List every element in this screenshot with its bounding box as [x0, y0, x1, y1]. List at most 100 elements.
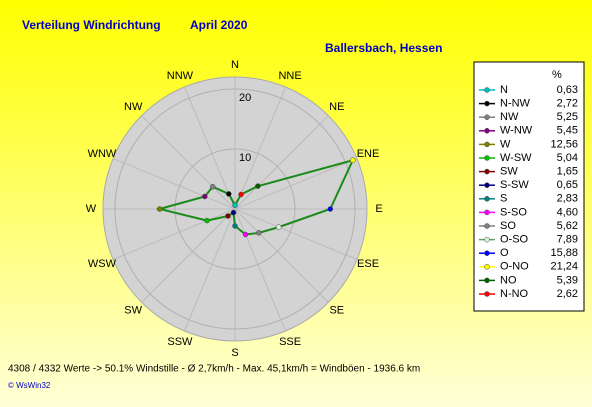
legend-label: N [500, 84, 508, 96]
legend-marker [484, 250, 490, 256]
direction-label: SE [329, 305, 344, 317]
radar-point [242, 231, 249, 238]
spoke [234, 86, 286, 210]
direction-label: ESE [357, 258, 379, 270]
radar-point [226, 191, 232, 197]
legend-value: 5,04 [557, 152, 578, 164]
spoke [234, 208, 358, 260]
direction-label: ENE [357, 148, 380, 160]
radar-point [349, 157, 356, 163]
legend-marker [484, 100, 490, 107]
legend-marker [484, 223, 490, 229]
legend-marker [484, 196, 490, 202]
legend-label: O-NO [500, 261, 529, 273]
legend-value: 21,24 [550, 261, 578, 273]
radar-point [204, 217, 210, 224]
radar-point [255, 183, 261, 189]
legend-label: SW [500, 166, 518, 178]
chart-title: Verteilung Windrichtung [22, 18, 161, 32]
legend-label: O-SO [500, 234, 529, 246]
radar-point [225, 213, 231, 219]
grid-circle [114, 88, 356, 330]
legend-value: 2,72 [557, 98, 578, 110]
spoke [141, 208, 236, 303]
copyright: © WsWin32 [8, 381, 51, 390]
legend-label: W-SW [500, 152, 532, 164]
direction-label: W [86, 203, 97, 215]
legend-value: 5,62 [557, 220, 578, 232]
chart-subtitle: Ballersbach, Hessen [325, 41, 442, 55]
legend-value: 0,63 [557, 84, 578, 96]
spoke [234, 158, 358, 210]
legend-marker [484, 277, 490, 284]
legend-marker [484, 291, 490, 297]
legend-marker [484, 128, 490, 134]
spoke [234, 208, 286, 332]
legend-label: W [500, 138, 511, 150]
radar-point [238, 191, 244, 198]
direction-label: NNE [278, 70, 301, 82]
direction-label: WNW [88, 148, 117, 160]
legend-marker [484, 209, 490, 216]
direction-label: N [231, 59, 239, 71]
radar-point [275, 224, 282, 230]
legend-marker [484, 182, 490, 188]
legend-label: S-SO [500, 206, 527, 218]
spoke [234, 115, 329, 210]
radar-point [156, 206, 163, 212]
spoke [234, 208, 329, 303]
legend-value: 2,83 [557, 193, 578, 205]
legend-marker [484, 264, 490, 270]
legend-marker [484, 168, 490, 175]
r-tick-label: 10 [239, 152, 251, 164]
legend-value: 12,56 [550, 138, 578, 150]
legend-value: 7,89 [557, 234, 578, 246]
direction-label: SSE [279, 336, 301, 348]
legend-header: % [552, 69, 562, 81]
legend-marker [484, 141, 490, 148]
radar-point [256, 230, 262, 236]
legend-label: S [500, 193, 507, 205]
legend-label: NW [500, 111, 519, 123]
chart-date: April 2020 [190, 18, 248, 32]
radar-point [232, 223, 238, 229]
legend-value: 0,65 [557, 179, 578, 191]
direction-label: WSW [88, 258, 117, 270]
legend-value: 5,45 [557, 125, 578, 137]
legend-marker [484, 155, 490, 161]
legend-value: 1,65 [557, 166, 578, 178]
legend-label: S-SW [500, 179, 529, 191]
legend-value: 2,62 [557, 288, 578, 300]
legend-value: 5,25 [557, 111, 578, 123]
legend-label: W-NW [500, 125, 533, 137]
legend-label: NO [500, 274, 517, 286]
legend-label: N-NO [500, 288, 529, 300]
footer: 4308 / 4332 Werte -> 50.1% Windstille - … [8, 364, 420, 375]
spoke [184, 208, 236, 332]
radar-point [232, 202, 238, 208]
direction-label: SSW [167, 336, 193, 348]
spoke [184, 86, 236, 210]
direction-label: E [375, 203, 382, 215]
legend-label: N-NW [500, 98, 531, 110]
direction-label: SW [124, 305, 142, 317]
legend-marker [484, 87, 490, 93]
legend-label: O [500, 247, 509, 259]
grid-circle [174, 148, 296, 270]
radar-point [327, 206, 334, 212]
direction-label: NE [329, 101, 344, 113]
direction-label: NW [124, 101, 143, 113]
radar-point [230, 209, 237, 216]
radar-point [202, 193, 208, 200]
r-tick-label: 20 [239, 92, 251, 104]
legend-marker [484, 114, 490, 120]
spoke [112, 208, 236, 260]
legend-label: SO [500, 220, 516, 232]
direction-label: NNW [167, 70, 194, 82]
spoke [112, 158, 236, 210]
legend-value: 15,88 [550, 247, 578, 259]
spoke [141, 115, 236, 210]
radar-point [209, 183, 216, 190]
